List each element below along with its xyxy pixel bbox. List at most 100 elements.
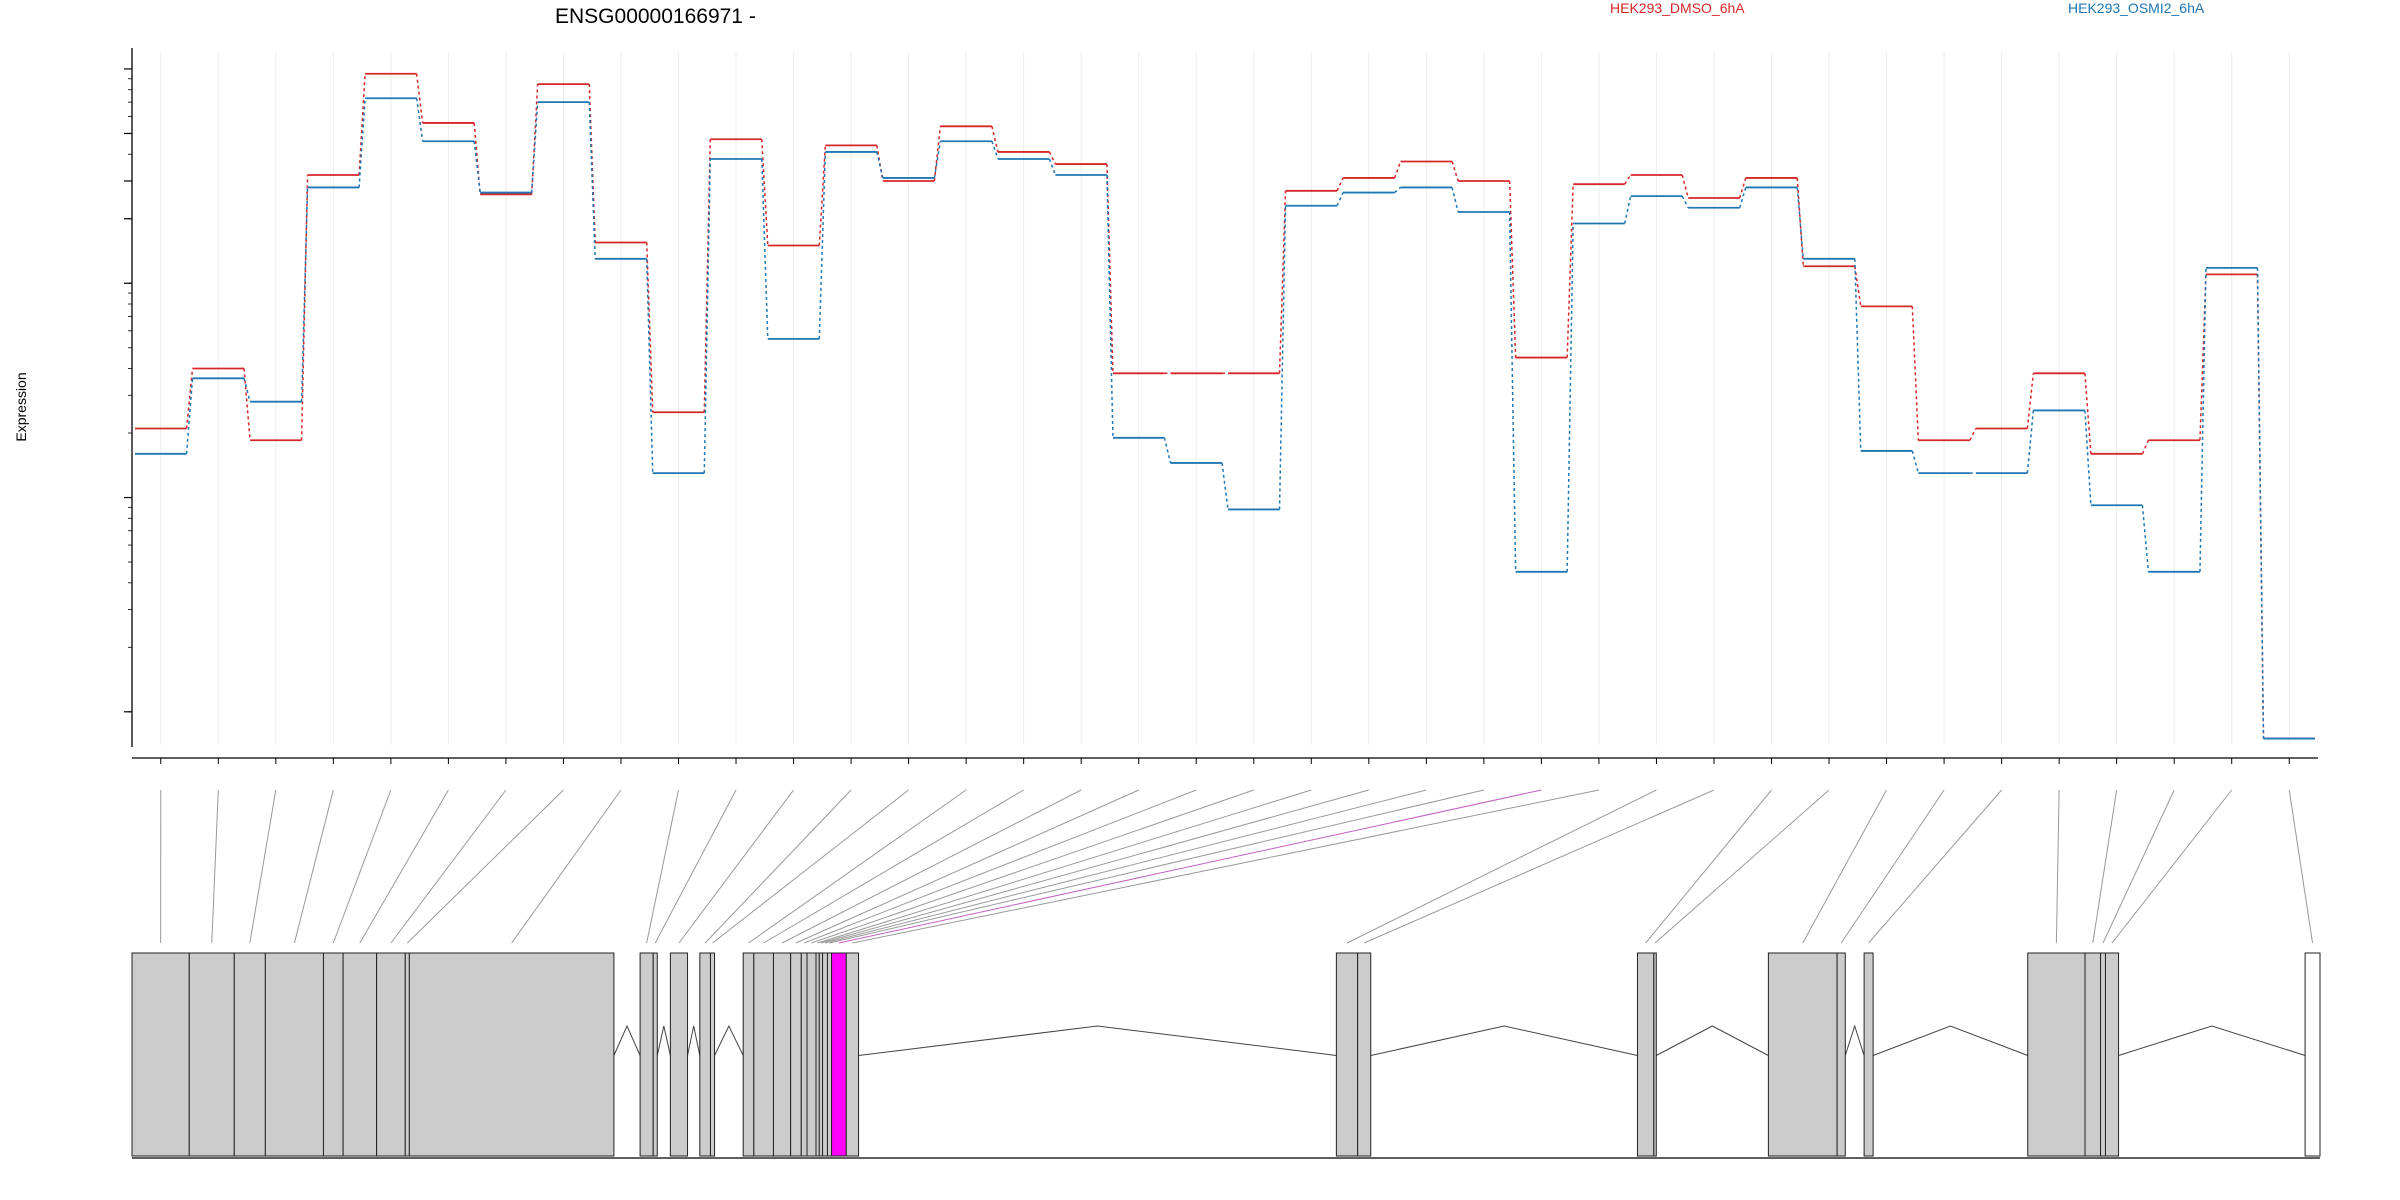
exon-connector-e006 <box>359 789 449 944</box>
exon-box-e026 <box>845 952 860 1157</box>
exon-connector-e025 <box>838 789 1542 944</box>
intron-line <box>656 1025 671 1056</box>
exon-connector-e019 <box>803 789 1197 944</box>
series-transition <box>1048 158 1057 176</box>
series-transition <box>185 378 194 454</box>
exon-box-e035 <box>2084 952 2102 1157</box>
exon-box-e023 <box>822 952 828 1157</box>
exon-connector-e021 <box>817 789 1312 944</box>
exon-box-e034 <box>2027 952 2086 1157</box>
exon-box-e017 <box>772 952 792 1157</box>
legend-entry-osmi2: HEK293_OSMI2_6hA <box>2068 0 2205 16</box>
exon-connector-e016 <box>763 789 1024 944</box>
series-osmi2 <box>135 97 2315 740</box>
legend-entry-dmso: HEK293_DMSO_6hA <box>1610 0 1745 16</box>
series-transition <box>2084 410 2092 506</box>
chart-grid <box>160 52 2290 745</box>
exon-box-e029 <box>1636 952 1655 1157</box>
series-transition <box>588 102 596 259</box>
series-transition <box>1508 180 1517 358</box>
series-transition <box>300 187 309 402</box>
series-transition <box>1566 223 1574 572</box>
series-transition <box>933 126 942 182</box>
exon-box-e037 <box>2104 952 2120 1157</box>
series-transition <box>2141 505 2150 572</box>
exon-box-e004 <box>264 952 324 1157</box>
gene-title: ENSG00000166971 - <box>555 5 756 28</box>
exon-box-e014 <box>709 952 716 1157</box>
exon-box-e028 <box>1357 952 1372 1157</box>
series-transition <box>1566 184 1574 358</box>
exon-box-e027 <box>1335 952 1359 1157</box>
exon-box-e002 <box>188 952 235 1157</box>
exon-box-e025 <box>831 952 847 1157</box>
series-transition <box>185 368 194 429</box>
exon-box-e005 <box>322 952 344 1157</box>
series-transition <box>2256 274 2265 739</box>
series-transition <box>1048 151 1057 165</box>
exon-connector-e002 <box>211 789 219 944</box>
series-transition <box>358 73 366 176</box>
series-transition <box>2026 410 2035 474</box>
intron-line <box>687 1025 701 1056</box>
series-transition <box>645 242 654 413</box>
series-transition <box>2084 373 2092 454</box>
exon-box-e038 <box>2304 952 2321 1157</box>
series-transition <box>1911 306 1920 441</box>
series-transition <box>1451 161 1459 182</box>
exon-connector-e004 <box>293 789 334 944</box>
series-transition <box>1106 164 1114 374</box>
series-transition <box>1106 174 1114 438</box>
exon-connector-e023 <box>824 789 1427 944</box>
series-transition <box>761 139 769 246</box>
series-transition <box>2199 274 2207 441</box>
intron-line <box>1656 1025 1769 1056</box>
exon-connector-e013 <box>704 789 852 944</box>
exon-box-e013 <box>699 952 711 1157</box>
series-transition <box>530 84 539 195</box>
series-transition <box>703 139 712 413</box>
series-transition <box>761 158 769 339</box>
series-transition <box>2256 267 2265 739</box>
series-transition <box>415 73 424 124</box>
exon-connector-e028 <box>1363 789 1715 944</box>
exon-connector-e030 <box>1654 789 1830 944</box>
intron-line <box>858 1025 1337 1056</box>
series-transition <box>645 258 654 474</box>
series-transition <box>1163 437 1172 464</box>
exon-box-e020 <box>806 952 817 1157</box>
series-transition <box>2141 439 2150 455</box>
exon-box-e008 <box>404 952 410 1157</box>
series-transition <box>1221 462 1229 510</box>
exon-connector-e010 <box>646 789 679 944</box>
exon-connector-e014 <box>712 789 909 944</box>
series-transition <box>1796 177 1805 267</box>
series-transition <box>1681 174 1689 199</box>
series-transition <box>991 126 999 153</box>
exon-box-e011 <box>652 952 658 1157</box>
exon-connectors <box>160 789 2314 944</box>
series-transition <box>1278 205 1287 510</box>
series-transition <box>703 158 712 474</box>
exon-connector-e012 <box>678 789 794 944</box>
y-axis-label: Expression <box>13 372 29 441</box>
series-transition <box>243 378 251 402</box>
exon-connector-e029 <box>1645 789 1772 944</box>
exon-box-e010 <box>639 952 654 1157</box>
series-transition <box>2199 267 2207 572</box>
series-dmso <box>135 72 2315 740</box>
series-transition <box>1451 187 1459 213</box>
series-transition <box>933 141 942 179</box>
intron-line <box>1844 1024 1865 1056</box>
exon-box-e016 <box>753 952 774 1157</box>
intron-line <box>613 1024 641 1056</box>
exon-box-e031 <box>1767 952 1838 1157</box>
series-transition <box>1969 428 1977 441</box>
exon-connector-e031 <box>1802 789 1887 944</box>
exon-box-e012 <box>669 952 689 1157</box>
series-transition <box>300 174 309 441</box>
exon-connector-e022 <box>820 789 1369 944</box>
exon-box-e001 <box>131 952 190 1157</box>
series-transition <box>1854 258 1862 451</box>
